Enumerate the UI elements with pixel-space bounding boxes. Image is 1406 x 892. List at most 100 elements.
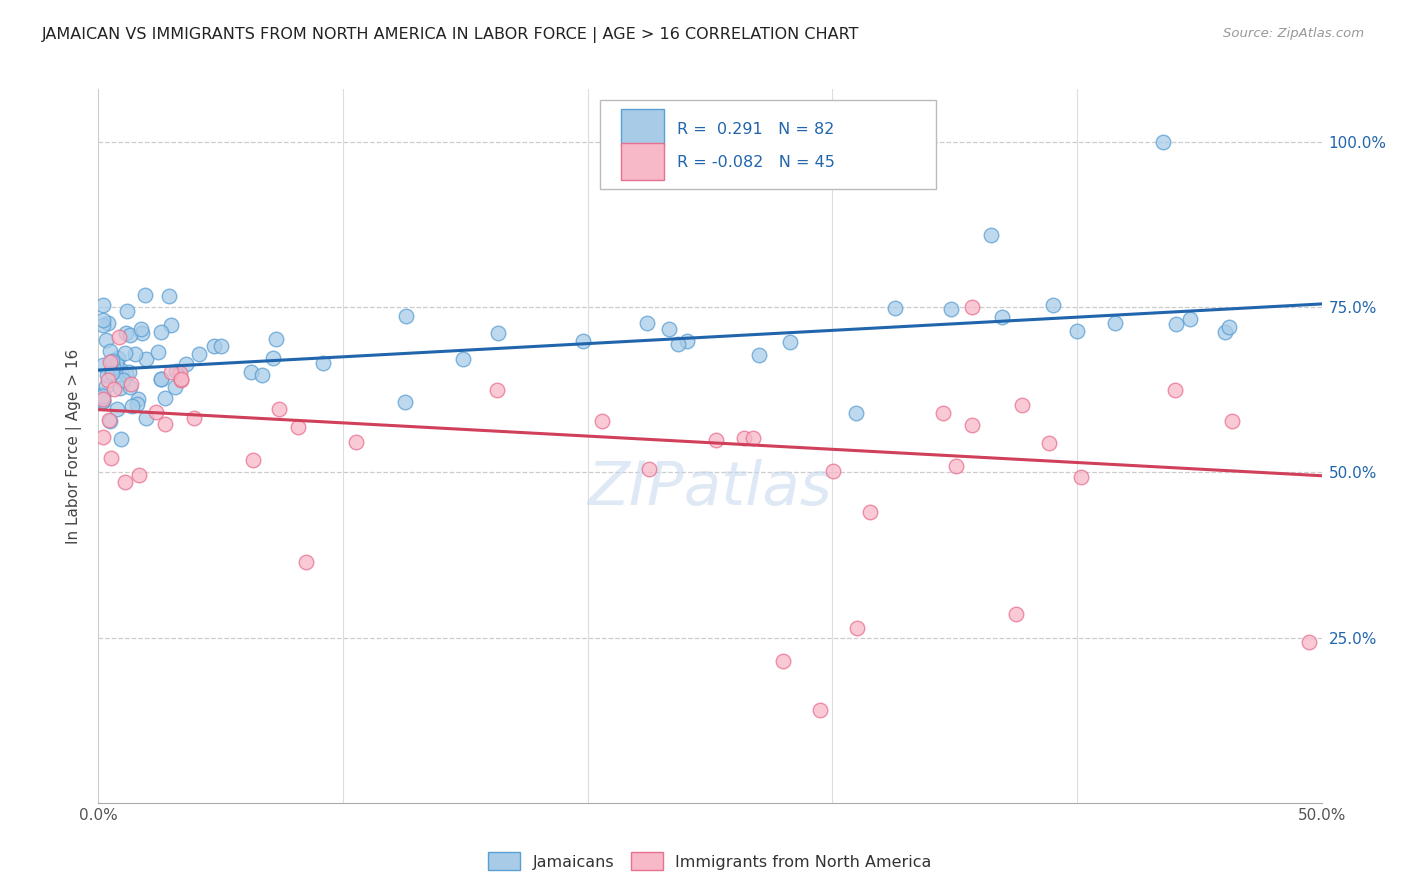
Point [149,326,172,340]
Point [262,351,284,366]
Point [1220,414,1243,428]
Point [1042,298,1064,312]
Point [118,379,141,393]
Point [120,377,142,392]
Point [120,327,142,342]
Point [1178,311,1201,326]
Legend: Jamaicans, Immigrants from North America: Jamaicans, Immigrants from North America [482,846,938,877]
Point [97,317,120,331]
Point [134,288,156,302]
Point [174,357,197,371]
Point [451,351,474,366]
Point [169,366,191,380]
Point [779,334,801,349]
Point [100,450,122,465]
Point [91,430,114,444]
Point [125,397,148,411]
Point [107,351,129,366]
Point [772,654,794,668]
Point [636,316,658,330]
Point [91,387,114,401]
Point [883,301,905,316]
Point [129,322,152,336]
Point [97,373,120,387]
Point [1066,324,1088,338]
Point [91,393,114,408]
Point [1011,398,1033,412]
Point [295,555,318,569]
Point [932,406,955,420]
Point [845,621,868,635]
Point [188,347,211,361]
Point [101,353,124,368]
Point [572,334,595,348]
Point [110,363,132,377]
Point [638,462,661,476]
Point [94,333,117,347]
Point [170,372,193,386]
Point [859,505,882,519]
Point [100,366,122,380]
Text: ZIPatlas: ZIPatlas [588,459,832,518]
Point [145,404,167,418]
Point [742,431,765,445]
Point [748,348,770,362]
Point [105,401,128,416]
Point [486,326,509,341]
Point [160,318,183,332]
Point [591,414,613,428]
Point [658,322,681,336]
Point [105,356,128,370]
Point [91,392,114,406]
Text: R =  0.291   N = 82: R = 0.291 N = 82 [678,121,834,136]
Point [93,393,115,408]
Point [845,406,868,420]
Point [980,227,1002,242]
Point [135,411,157,425]
Point [101,359,124,374]
Point [91,358,114,372]
Point [202,339,225,353]
Point [114,475,136,490]
Point [135,351,157,366]
Point [118,365,141,379]
Point [1298,634,1320,648]
Point [312,356,335,370]
Point [1004,607,1026,622]
Point [1164,317,1187,331]
Point [91,318,114,332]
Point [394,394,416,409]
Point [114,346,136,360]
Point [121,400,143,414]
Point [666,337,689,351]
Point [242,452,264,467]
Point [1152,135,1174,149]
Point [250,368,273,383]
Point [1213,325,1236,339]
Point [267,401,290,416]
Point [127,392,149,406]
Bar [620,143,664,180]
Point [1164,383,1187,397]
Point [165,364,187,378]
Point [131,326,153,340]
Point [107,330,129,344]
Point [91,313,114,327]
Text: Source: ZipAtlas.com: Source: ZipAtlas.com [1223,27,1364,40]
Point [704,433,727,447]
Point [115,326,138,341]
Point [155,417,177,431]
Point [94,379,117,393]
Point [110,433,132,447]
Point [150,372,173,386]
Point [960,418,983,433]
Point [150,371,173,385]
Point [990,310,1012,325]
Point [115,304,138,318]
Point [157,289,180,303]
Point [98,354,121,368]
Text: JAMAICAN VS IMMIGRANTS FROM NORTH AMERICA IN LABOR FORCE | AGE > 16 CORRELATION : JAMAICAN VS IMMIGRANTS FROM NORTH AMERIC… [42,27,859,43]
Point [155,391,177,405]
Point [962,300,984,314]
Point [1038,435,1060,450]
